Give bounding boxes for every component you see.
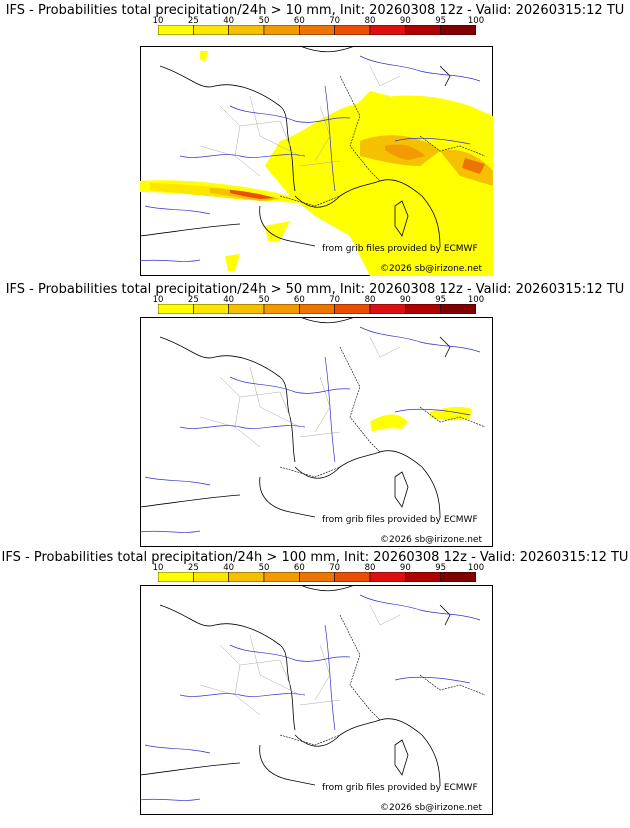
colorbar-tick-label: 100 xyxy=(467,295,485,305)
colorbar-tick-label: 25 xyxy=(187,563,199,573)
colorbar-segment xyxy=(299,304,335,314)
colorbar-segment xyxy=(158,572,194,582)
colorbar-segment xyxy=(263,572,300,582)
colorbar-tick-label: 40 xyxy=(223,563,235,573)
colorbar-tick-label: 40 xyxy=(223,295,235,305)
source-credit: from grib files provided by ECMWF xyxy=(322,783,478,793)
colorbar-tick-label: 50 xyxy=(258,295,270,305)
panel-title: IFS - Probabilities total precipitation/… xyxy=(5,3,625,18)
colorbar-segment xyxy=(263,304,300,314)
colorbar-tick-label: 70 xyxy=(329,563,341,573)
precip-map: from grib files provided by ECMWF ©2026 … xyxy=(140,317,493,547)
colorbar-tick-label: 10 xyxy=(152,16,164,26)
colorbar-tick-label: 90 xyxy=(399,295,411,305)
colorbar-tick-label: 80 xyxy=(364,563,376,573)
borders xyxy=(279,346,486,478)
colorbar-segment xyxy=(405,572,441,582)
colorbar-tick-label: 50 xyxy=(258,16,270,26)
colorbar-tick-label: 25 xyxy=(187,16,199,26)
panel-10mm: IFS - Probabilities total precipitation/… xyxy=(0,0,630,276)
colorbar-segment xyxy=(299,572,335,582)
coastlines xyxy=(140,585,451,786)
colorbar-tick-label: 60 xyxy=(293,16,305,26)
panel-title: IFS - Probabilities total precipitation/… xyxy=(5,282,625,297)
colorbar-tick-label: 40 xyxy=(223,16,235,26)
colorbar-ticks: 10 25 40 50 60 70 80 90 95 100 xyxy=(153,16,485,26)
colorbar-tick-label: 90 xyxy=(399,16,411,26)
precip-area xyxy=(140,51,493,276)
colorbar-tick-label: 90 xyxy=(399,563,411,573)
colorbar-segment xyxy=(299,25,335,35)
colorbar-tick-label: 100 xyxy=(467,563,485,573)
colorbar-tick-label: 70 xyxy=(329,295,341,305)
colorbar-segment xyxy=(334,304,371,314)
rivers xyxy=(140,55,481,262)
colorbar-segment xyxy=(334,25,371,35)
panel-100mm: IFS - Probabilities total precipitation/… xyxy=(0,547,630,815)
colorbar-segment xyxy=(228,25,265,35)
colorbar-tick-label: 80 xyxy=(364,16,376,26)
colorbar-tick-label: 80 xyxy=(364,295,376,305)
borders xyxy=(279,614,486,746)
colorbar-segment xyxy=(193,572,229,582)
colorbar-tick-label: 60 xyxy=(293,563,305,573)
colorbar-segment xyxy=(440,25,476,35)
colorbar-tick-label: 25 xyxy=(187,295,199,305)
source-credit: from grib files provided by ECMWF xyxy=(322,515,478,525)
colorbar-ticks: 10 25 40 50 60 70 80 90 95 100 xyxy=(153,563,485,573)
panel-title: IFS - Probabilities total precipitation/… xyxy=(1,550,629,565)
colorbar-segment xyxy=(193,304,229,314)
colorbar xyxy=(158,572,476,582)
coastlines xyxy=(140,46,451,247)
colorbar-tick-label: 95 xyxy=(435,295,447,305)
colorbar-segment xyxy=(158,304,194,314)
copyright-credit: ©2026 sb@irizone.net xyxy=(380,264,482,274)
precip-map: from grib files provided by ECMWF ©2026 … xyxy=(140,585,493,815)
colorbar-segment xyxy=(334,572,371,582)
colorbar-segment xyxy=(263,25,300,35)
copyright-credit: ©2026 sb@irizone.net xyxy=(380,803,482,813)
colorbar-segment xyxy=(369,25,406,35)
colorbar-tick-label: 60 xyxy=(293,295,305,305)
colorbar-segment xyxy=(193,25,229,35)
colorbar-segment xyxy=(405,25,441,35)
colorbar-tick-label: 70 xyxy=(329,16,341,26)
colorbar-tick-label: 95 xyxy=(435,16,447,26)
colorbar-tick-label: 10 xyxy=(152,295,164,305)
colorbar-segment xyxy=(369,572,406,582)
colorbar-segment xyxy=(228,304,265,314)
panel-50mm: IFS - Probabilities total precipitation/… xyxy=(0,279,630,547)
precip-map: from grib files provided by ECMWF ©2026 … xyxy=(140,46,493,276)
colorbar-segment xyxy=(228,572,265,582)
colorbar-tick-label: 50 xyxy=(258,563,270,573)
colorbar-tick-label: 95 xyxy=(435,563,447,573)
colorbar-segment xyxy=(440,304,476,314)
borders xyxy=(279,75,486,207)
source-credit: from grib files provided by ECMWF xyxy=(322,244,478,254)
coastlines xyxy=(140,317,451,518)
colorbar xyxy=(158,304,476,314)
colorbar-tick-label: 100 xyxy=(467,16,485,26)
rivers xyxy=(140,594,481,801)
colorbar-ticks: 10 25 40 50 60 70 80 90 95 100 xyxy=(153,295,485,305)
colorbar-segment xyxy=(158,25,194,35)
colorbar-tick-label: 10 xyxy=(152,563,164,573)
colorbar-segment xyxy=(369,304,406,314)
colorbar-segment xyxy=(405,304,441,314)
rivers xyxy=(140,326,481,533)
regions xyxy=(199,65,401,177)
colorbar xyxy=(158,25,476,35)
copyright-credit: ©2026 sb@irizone.net xyxy=(380,535,482,545)
colorbar-segment xyxy=(440,572,476,582)
